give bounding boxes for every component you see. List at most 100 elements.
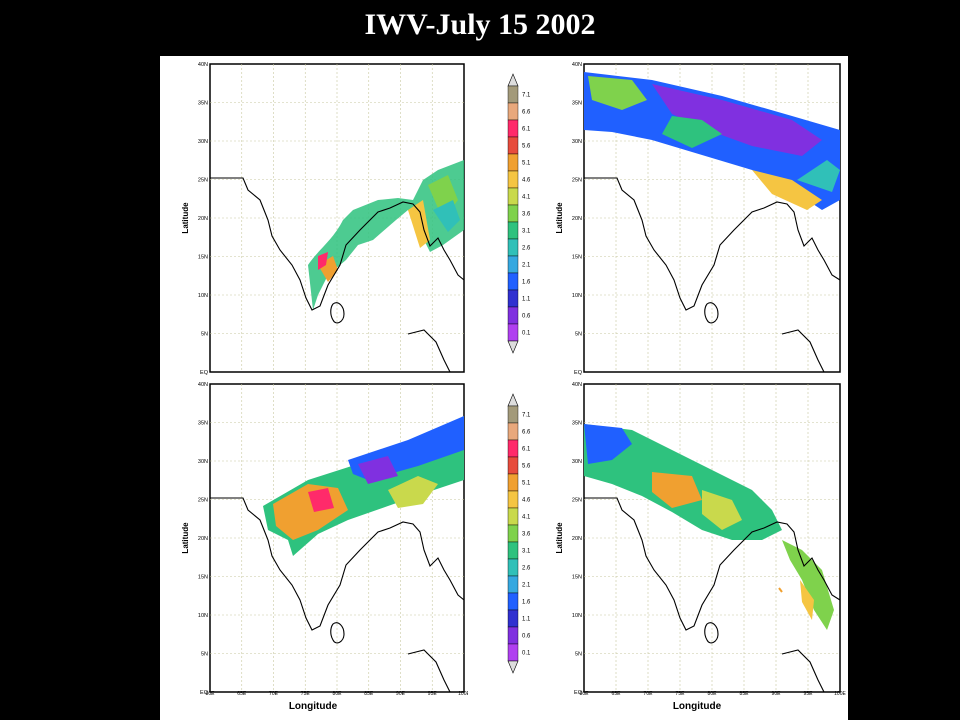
colorbar-swatch: [507, 405, 519, 424]
page-title: IWV-July 15 2002: [364, 8, 596, 41]
colorbar-swatch: [507, 323, 519, 342]
colorbar-swatch: [507, 473, 519, 492]
lat-tick-label: 25N: [572, 498, 582, 504]
colorbar-label: 4.6: [522, 498, 531, 504]
colorbar-swatch: [507, 187, 519, 206]
lat-tick-label: 5N: [201, 652, 208, 658]
colorbar-swatch: [507, 524, 519, 543]
lat-tick-label: 40N: [572, 62, 582, 68]
lon-tick-label: 60E: [206, 691, 216, 696]
colorbar-swatch: [507, 609, 519, 628]
colorbar-label: 7.1: [522, 93, 531, 99]
colorbar-label: 2.6: [522, 246, 531, 252]
map-panel-bottom-left: 40N 35N 30N 25N 20N 15N 10N 5N EQ Latitude 60E 65E 7…: [168, 380, 468, 712]
map-svg-top-left: 40N 35N 30N 25N 20N 15N 10N 5N EQ Latitude: [181, 62, 465, 376]
lat-tick-label: 35N: [572, 421, 582, 427]
lat-tick-label: EQ: [574, 690, 583, 696]
lat-tick-label: 25N: [198, 498, 208, 504]
colorbar-label: 5.1: [522, 161, 531, 167]
lat-tick-label: 30N: [198, 459, 208, 465]
colorbar-swatch: [507, 153, 519, 172]
colorbar-label: 4.1: [522, 195, 531, 201]
lat-tick-label: 30N: [198, 139, 208, 145]
colorbar-label: 0.1: [522, 651, 531, 657]
colorbar-label: 6.1: [522, 127, 531, 133]
colorbar-swatch: [507, 289, 519, 308]
lon-tick-label: 85E: [364, 691, 374, 696]
colorbar-swatch: [507, 306, 519, 325]
lat-tick-label: 25N: [198, 178, 208, 184]
lat-tick-label: 15N: [198, 255, 208, 261]
colorbar-swatch: [507, 507, 519, 526]
y-axis-label: Latitude: [181, 202, 190, 234]
colorbar-swatch: [507, 456, 519, 475]
lon-tick-label: 65E: [237, 691, 247, 696]
lat-tick-label: 20N: [198, 536, 208, 542]
colorbar-swatch: [507, 592, 519, 611]
lat-tick-label: 30N: [572, 139, 582, 145]
colorbar-label: 2.1: [522, 583, 531, 589]
lat-tick-label: 10N: [572, 293, 582, 299]
lat-tick-label: 20N: [572, 216, 582, 222]
colorbar-swatch: [507, 102, 519, 121]
colorbar-swatch: [507, 626, 519, 645]
map-panel-bottom-right: 40N 35N 30N 25N 20N 15N 10N 5N EQ Latitude 60E 65E 7…: [552, 380, 846, 712]
lon-tick-label: 85E: [740, 691, 750, 696]
colorbar-label: 0.1: [522, 331, 531, 337]
colorbar-swatch: [507, 643, 519, 662]
colorbar-svg-top: 7.1 6.6 6.1 5.6 5.1 4.6 4.1 3.6 3.1 2.6 2.1 1.6 1.1 0…: [507, 73, 531, 354]
x-axis-label: Longitude: [288, 701, 338, 712]
colorbar-label: 4.6: [522, 178, 531, 184]
lat-tick-label: 40N: [572, 382, 582, 388]
colorbar-label: 4.1: [522, 515, 531, 521]
colorbar-swatch: [507, 422, 519, 441]
lat-tick-label: 40N: [198, 382, 208, 388]
colorbar-label: 2.6: [522, 566, 531, 572]
lat-tick-label: 10N: [198, 293, 208, 299]
colorbar-label: 3.1: [522, 549, 531, 555]
lat-tick-label: 10N: [572, 613, 582, 619]
lat-tick-label: EQ: [574, 370, 583, 376]
colorbar-label: 6.1: [522, 447, 531, 453]
colorbar-label: 5.1: [522, 481, 531, 487]
lon-tick-label: 80E: [333, 691, 343, 696]
lat-tick-label: EQ: [200, 690, 209, 696]
lat-tick-label: 30N: [572, 459, 582, 465]
lon-tick-label: 100E: [458, 691, 468, 696]
map-svg-top-right: 40N 35N 30N 25N 20N 15N 10N 5N EQ Latitude: [555, 62, 841, 376]
figure: 40N 35N 30N 25N 20N 15N 10N 5N EQ Latitude 40N 35N…: [160, 56, 848, 720]
y-axis-label: Latitude: [555, 522, 564, 554]
colorbar-label: 5.6: [522, 144, 531, 150]
y-axis-label: Latitude: [555, 202, 564, 234]
lat-tick-label: 5N: [575, 652, 582, 658]
colorbar-label: 5.6: [522, 464, 531, 470]
colorbar-label: 6.6: [522, 430, 531, 436]
colorbar-top: 7.1 6.6 6.1 5.6 5.1 4.6 4.1 3.6 3.1 2.6 2.1 1.6 1.1 0…: [504, 72, 548, 367]
lon-tick-label: 95E: [804, 691, 814, 696]
colorbar-swatch: [507, 221, 519, 240]
colorbar-swatch: [507, 136, 519, 155]
colorbar-swatch: [507, 119, 519, 138]
colorbar-swatch: [507, 490, 519, 509]
lat-tick-label: 25N: [572, 178, 582, 184]
map-svg-bottom-right: 40N 35N 30N 25N 20N 15N 10N 5N EQ Latitude 60E 65E 7…: [555, 382, 846, 696]
lon-tick-label: 100E: [834, 691, 846, 696]
lon-tick-label: 75E: [301, 691, 311, 696]
colorbar-swatch: [507, 272, 519, 291]
lon-tick-label: 75E: [676, 691, 686, 696]
colorbar-label: 1.6: [522, 600, 531, 606]
lon-tick-label: 60E: [580, 691, 590, 696]
marker: [778, 587, 783, 593]
lon-tick-label: 90E: [396, 691, 406, 696]
lat-tick-label: 15N: [572, 575, 582, 581]
colorbar-label: 0.6: [522, 634, 531, 640]
colorbar-bottom: 7.1 6.6 6.1 5.6 5.1 4.6 4.1 3.6 3.1 2.6 2.1 1.6 1.1 0…: [504, 392, 548, 687]
colorbar-label: 3.6: [522, 532, 531, 538]
lon-tick-label: 95E: [428, 691, 438, 696]
colorbar-label: 1.1: [522, 297, 531, 303]
lon-tick-label: 90E: [772, 691, 782, 696]
lat-tick-label: 15N: [572, 255, 582, 261]
colorbar-swatch: [507, 575, 519, 594]
lat-tick-label: 5N: [575, 332, 582, 338]
lat-tick-label: 15N: [198, 575, 208, 581]
